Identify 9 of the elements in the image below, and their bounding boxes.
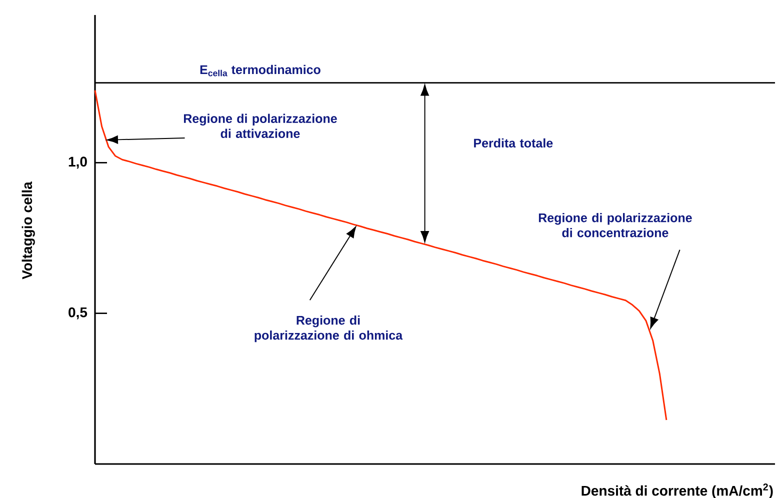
annotation: Regione di polarizzazione di concentrazione <box>538 213 692 238</box>
ref-line-label: E$_{cella}$ termodinamico <box>200 64 320 76</box>
x-axis-title: Densità di corrente (mA/cm$^{2}$) <box>582 484 773 498</box>
annotation: Regione di polarizzazione di ohmica <box>254 316 403 342</box>
y-axis-title: Voltaggio cella <box>22 182 35 280</box>
y-tick-label: 1,0 <box>68 156 87 169</box>
annotation: Regione di polarizzazione di attivazione <box>184 114 337 138</box>
annotation: Perdita totale <box>474 138 553 148</box>
y-tick-label: 0,5 <box>68 307 88 320</box>
